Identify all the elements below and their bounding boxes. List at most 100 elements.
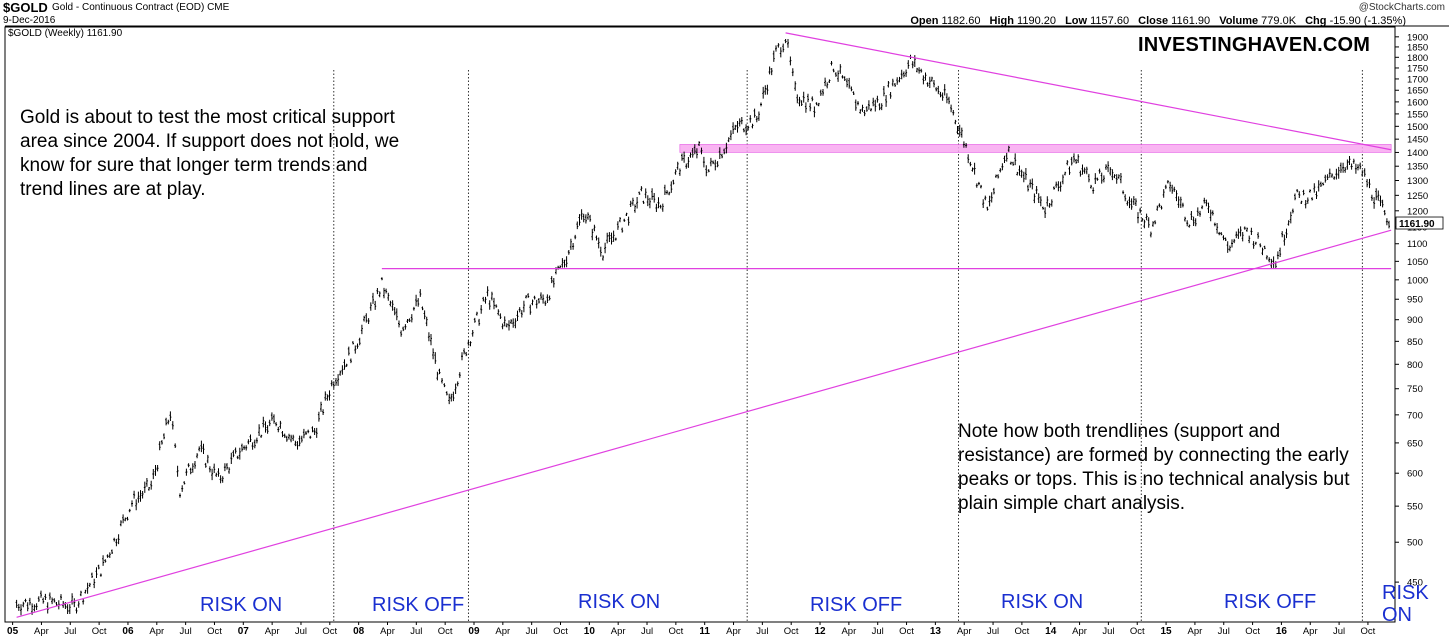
x-tick-label: Apr [34,626,49,637]
y-tick-label: 600 [1407,469,1423,480]
x-tick-label: Oct [438,626,453,637]
x-tick-label: Apr [1303,626,1318,637]
y-tick-label: 750 [1407,384,1423,395]
x-tick-label: 15 [1161,626,1173,637]
x-tick-label: Apr [1188,626,1203,637]
x-tick-label: Apr [380,626,395,637]
symbol-title: $GOLD [3,0,48,15]
x-tick-label: 13 [930,626,942,637]
x-tick-label: Jul [410,626,422,637]
x-tick-label: Apr [611,626,626,637]
x-tick-label: Oct [784,626,799,637]
x-tick-label: Oct [92,626,107,637]
support-trendline [16,229,1392,618]
y-tick-label: 450 [1407,578,1423,589]
x-tick-label: 08 [353,626,365,637]
x-tick-label: Oct [668,626,683,637]
y-tick-label: 1350 [1407,162,1428,173]
x-tick-label: 09 [468,626,480,637]
x-tick-label: 11 [699,626,710,637]
y-tick-label: 700 [1407,410,1423,421]
regime-label: RISK OFF [1224,591,1317,613]
x-tick-label: 05 [7,626,19,637]
change-readout: Chg -15.90 (-1.35%) [1305,15,1406,27]
x-tick-label: Apr [265,626,280,637]
y-tick-label: 1000 [1407,275,1428,286]
annotation-left: Gold is about to test the most critical … [20,107,400,200]
x-tick-label: Jul [1102,626,1114,637]
watermark-logo: INVESTINGHAVEN.COM [1138,34,1371,56]
y-tick-label: 1900 [1407,32,1428,43]
resistance-trendline [785,32,1392,151]
plot-frame [4,26,1396,623]
x-tick-label: Jul [64,626,76,637]
resistance-zone [679,144,1392,153]
y-tick-label: 950 [1407,295,1423,306]
high-readout: High 1190.20 [989,15,1056,27]
x-tick-label: Oct [553,626,568,637]
y-tick-label: 1700 [1407,74,1428,85]
y-tick-label: 1250 [1407,191,1428,202]
y-tick-label: 850 [1407,337,1423,348]
x-tick-label: Apr [726,626,741,637]
x-tick-label: Apr [495,626,510,637]
regime-label: RISK ON [578,591,661,613]
x-tick-label: Apr [957,626,972,637]
x-tick-label: Oct [207,626,222,637]
y-tick-label: 1050 [1407,257,1428,268]
y-tick-label: 1200 [1407,206,1428,217]
price-series [15,39,1390,616]
regime-label: RISK ON [200,594,283,616]
y-tick-label: 1400 [1407,148,1428,159]
regime-label: RISK OFF [810,594,903,616]
exchange-text: CME [207,2,230,13]
regime-label: RISK ON [1001,591,1084,613]
chart-date: 9-Dec-2016 [3,15,56,26]
regime-label: RISK OFF [372,594,465,616]
ohlc-readout: Open 1182.60 High 1190.20 Low 1157.60 Cl… [910,15,1406,27]
y-tick-label: 1450 [1407,135,1428,146]
x-tick-label: Oct [1245,626,1260,637]
y-tick-label: 650 [1407,438,1423,449]
y-tick-label: 900 [1407,315,1423,326]
y-tick-label: 1100 [1407,239,1427,250]
x-tick-label: Jul [1218,626,1230,637]
price-bars [15,39,1390,616]
x-tick-label: 06 [122,626,134,637]
low-readout: Low 1157.60 [1065,15,1130,27]
last-price-tag [1395,216,1444,230]
x-tick-label: Apr [149,626,164,637]
regime-label: RISK ON [1382,582,1429,626]
open-readout: Open 1182.60 [910,15,981,27]
x-tick-label: Jul [872,626,884,637]
volume-readout: Volume 779.0K [1219,15,1297,27]
y-tick-label: 1600 [1407,97,1428,108]
x-tick-label: 14 [1045,626,1057,637]
x-tick-label: Oct [1130,626,1145,637]
description-text: Gold - Continuous Contract (EOD) [52,2,205,13]
y-tick-label: 1800 [1407,53,1428,64]
y-tick-label: 1500 [1407,122,1428,133]
pane-label: $GOLD (Weekly) 1161.90 [8,28,123,39]
y-tick-label: 1750 [1407,63,1428,74]
x-tick-label: Apr [1072,626,1087,637]
x-tick-label: Oct [1015,626,1030,637]
x-tick-label: Oct [322,626,337,637]
x-tick-label: 12 [814,626,826,637]
symbol-description: Gold - Continuous Contract (EOD) CME [52,2,229,13]
x-tick-label: Jul [295,626,307,637]
x-tick-label: Jul [756,626,768,637]
x-tick-label: 07 [238,626,250,637]
y-tick-label: 1850 [1407,42,1428,53]
x-tick-label: 10 [584,626,596,637]
x-tick-label: Jul [641,626,653,637]
y-tick-label: 500 [1407,538,1423,549]
x-tick-label: Jul [526,626,538,637]
y-tick-label: 1650 [1407,86,1428,97]
x-tick-label: 16 [1276,626,1288,637]
y-tick-label: 800 [1407,360,1423,371]
x-tick-label: Apr [841,626,856,637]
y-tick-label: 550 [1407,502,1423,513]
x-tick-label: Oct [899,626,914,637]
